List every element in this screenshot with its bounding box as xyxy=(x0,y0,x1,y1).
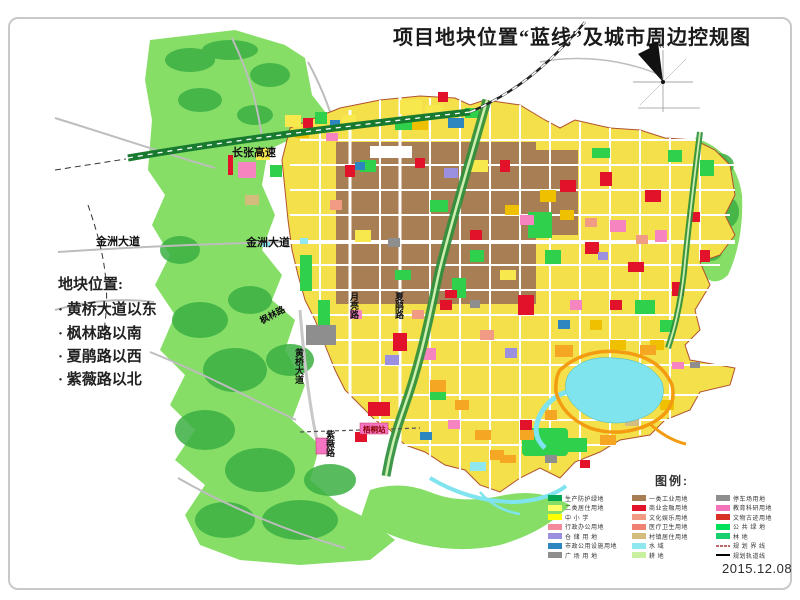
legend-item: 村镇居住用地 xyxy=(632,533,712,541)
legend: 图例: 生产防护绿地 二类居住用地 中 小 学 行政办公用地 仓 储 用 地 市… xyxy=(548,472,796,560)
legend-swatch xyxy=(632,523,646,530)
legend-label: 中 小 学 xyxy=(565,515,589,522)
water-features xyxy=(428,349,687,516)
legend-item: 广 场 用 地 xyxy=(548,552,628,560)
legend-label: 生产防护绿地 xyxy=(565,496,605,503)
legend-swatch xyxy=(716,495,730,501)
legend-label: 商业金融用地 xyxy=(649,506,689,512)
legend-label: 停车场用地 xyxy=(733,496,766,503)
ziwei-road-label: 紫薇路 xyxy=(325,429,336,458)
xiajuan-road-label: 夏鹃路 xyxy=(394,292,405,320)
wutong-station-marker xyxy=(359,422,389,435)
legend-item: 医疗卫生用地 xyxy=(632,523,712,531)
legend-label: 行政办公用地 xyxy=(565,525,605,531)
legend-item: 停车场用地 xyxy=(716,495,796,503)
legend-label: 仓 储 用 地 xyxy=(565,534,598,541)
jinzhou-avenue-label-east: 金洲大道 xyxy=(245,235,290,249)
legend-label: 耕 地 xyxy=(649,553,665,560)
station-markers: 梧桐站 xyxy=(315,422,389,455)
legend-swatch xyxy=(632,533,646,539)
location-item: · 夏鹃路以西 xyxy=(58,348,142,365)
legend-item: 中 小 学 xyxy=(548,514,628,522)
legend-column-1: 生产防护绿地 二类居住用地 中 小 学 行政办公用地 仓 储 用 地 市政公用设… xyxy=(548,495,628,560)
legend-item: 水 域 xyxy=(632,542,712,550)
legend-label: 林 地 xyxy=(733,534,749,541)
legend-label: 村镇居住用地 xyxy=(649,534,689,541)
road-labels: 长张高速 金洲大道 金洲大道 枫林路 黄桥大道 月亮路 夏鹃路 紫薇路 xyxy=(95,145,405,458)
legend-label: 文物古迹用地 xyxy=(733,515,773,522)
forest-patches xyxy=(160,40,739,540)
legend-label: 一类工业用地 xyxy=(649,496,689,503)
land-parcels xyxy=(228,92,714,471)
yueliang-road-label: 月亮路 xyxy=(349,292,360,320)
legend-swatch xyxy=(548,514,562,520)
legend-swatch xyxy=(716,514,730,520)
wutong-station-label: 梧桐站 xyxy=(363,424,386,434)
legend-item: 文物古迹用地 xyxy=(716,514,796,522)
legend-item: 市政公用设施用地 xyxy=(548,542,628,550)
legend-item: 规划轨道线 xyxy=(716,552,796,560)
legend-swatch xyxy=(548,504,562,511)
legend-swatch xyxy=(548,552,562,558)
legend-swatch xyxy=(548,523,562,530)
legend-item: 行政办公用地 xyxy=(548,523,628,531)
compass: N xyxy=(633,42,700,112)
jinzhou-avenue-label-west: 金洲大道 xyxy=(95,234,140,248)
legend-swatch xyxy=(548,495,562,501)
location-item: · 黄桥大道以东 xyxy=(58,302,157,319)
legend-label: 水 域 xyxy=(649,544,665,550)
legend-swatch xyxy=(632,552,646,558)
location-item: · 紫薇路以北 xyxy=(58,372,142,388)
legend-swatch xyxy=(632,495,646,501)
legend-swatch xyxy=(716,523,730,530)
railway-line xyxy=(299,21,586,433)
location-heading: 地块位置: xyxy=(58,277,123,293)
legend-item: 规 划 界 线 xyxy=(716,543,796,550)
location-info: 地块位置: · 黄桥大道以东 · 枫林路以南 · 夏鹃路以西 · 紫薇路以北 xyxy=(58,274,157,392)
huangqiao-avenue-label: 黄桥大道 xyxy=(294,347,305,385)
rural-green-areas xyxy=(145,30,743,565)
station-marker xyxy=(315,437,329,455)
legend-column-3: 停车场用地 教育科研用地 文物古迹用地 公 共 绿 地 林 地 规 划 界 线 … xyxy=(716,495,796,560)
legend-swatch xyxy=(632,542,646,549)
rural-roads xyxy=(54,37,661,549)
legend-item: 耕 地 xyxy=(632,552,712,560)
legend-label: 市政公用设施用地 xyxy=(565,544,618,550)
changzhang-expressway-label: 长张高速 xyxy=(232,145,276,159)
legend-swatch xyxy=(548,542,562,549)
legend-label: 规划轨道线 xyxy=(733,553,766,560)
legend-label: 医疗卫生用地 xyxy=(649,525,689,531)
legend-title: 图例: xyxy=(655,474,689,488)
legend-label: 二类居住用地 xyxy=(565,506,605,512)
expressway-bands xyxy=(127,98,703,477)
legend-label: 规 划 界 线 xyxy=(733,544,766,550)
legend-label: 文化娱乐用地 xyxy=(649,515,689,522)
legend-label: 教育科研用地 xyxy=(733,506,773,512)
legend-item: 生产防护绿地 xyxy=(548,495,628,503)
legend-item: 文化娱乐用地 xyxy=(632,514,712,522)
legend-swatch xyxy=(632,504,646,511)
legend-item: 教育科研用地 xyxy=(716,504,796,512)
legend-line-symbol xyxy=(716,554,730,556)
legend-column-2: 一类工业用地 商业金融用地 文化娱乐用地 医疗卫生用地 村镇居住用地 水 域 耕… xyxy=(632,495,712,560)
legend-item: 仓 储 用 地 xyxy=(548,533,628,541)
legend-label: 广 场 用 地 xyxy=(565,553,598,560)
legend-item: 商业金融用地 xyxy=(632,504,712,512)
compass-north-label: N xyxy=(660,44,664,50)
legend-item: 一类工业用地 xyxy=(632,495,712,503)
map-date: 2015.12.08 xyxy=(722,561,793,576)
legend-line-symbol xyxy=(716,544,730,547)
legend-item: 二类居住用地 xyxy=(548,504,628,512)
north-arrow-icon xyxy=(638,48,663,82)
location-item: · 枫林路以南 xyxy=(58,325,142,342)
legend-swatch xyxy=(716,504,730,511)
boundary-lines xyxy=(54,158,127,331)
legend-swatch xyxy=(548,533,562,539)
legend-item: 公 共 绿 地 xyxy=(716,523,796,531)
legend-swatch xyxy=(716,533,730,539)
legend-label: 公 共 绿 地 xyxy=(733,525,766,531)
legend-item: 林 地 xyxy=(716,533,796,541)
legend-swatch xyxy=(632,514,646,520)
